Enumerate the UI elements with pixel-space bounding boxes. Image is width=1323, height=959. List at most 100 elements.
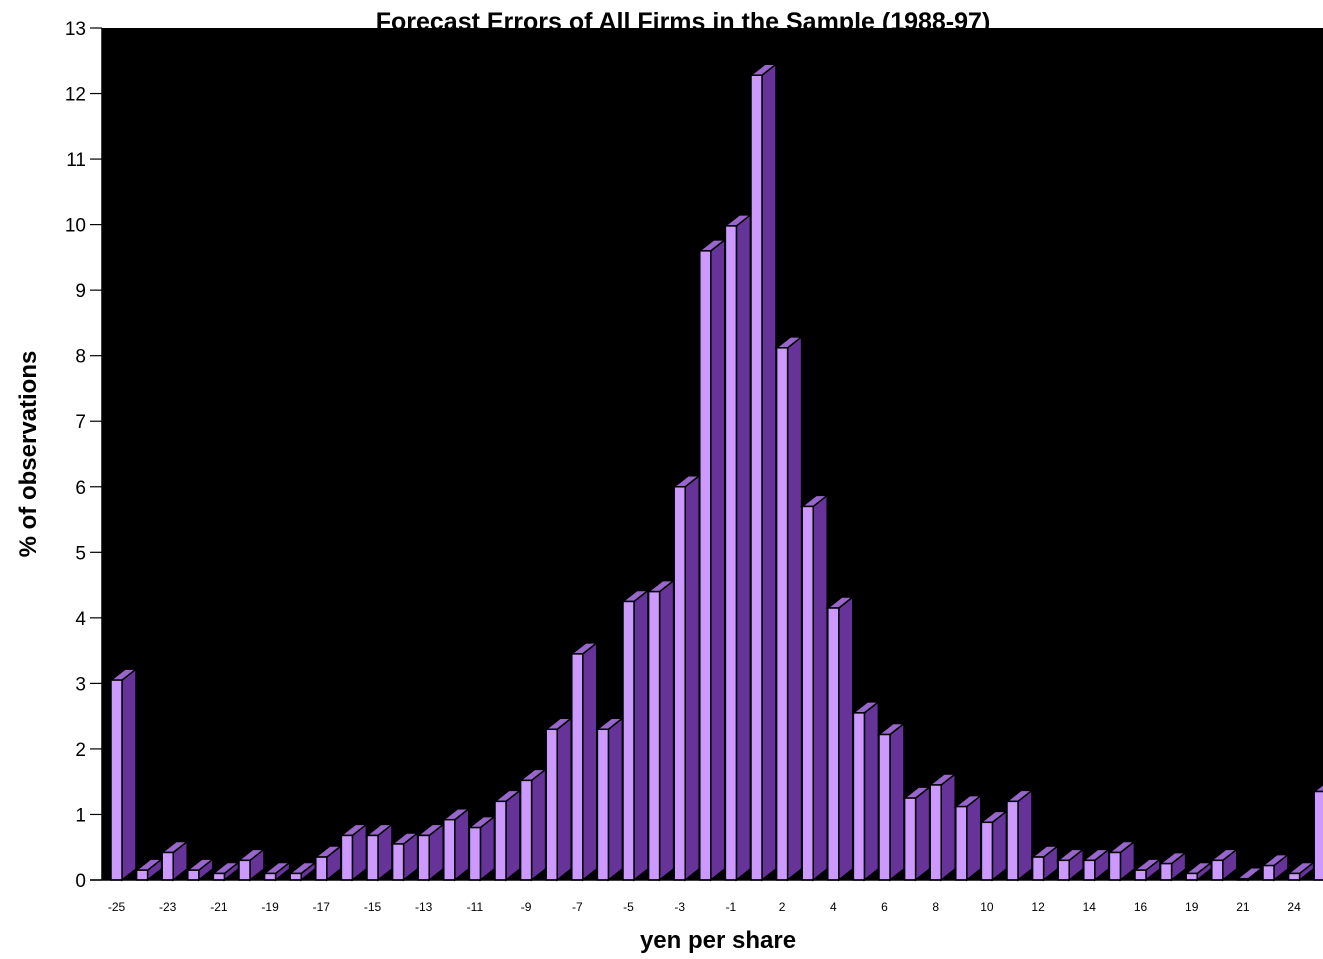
- y-tick-label: 11: [66, 150, 86, 171]
- x-tick-label: 21: [1236, 900, 1250, 914]
- bar-front-face: [724, 225, 738, 881]
- x-tick-label: -21: [210, 900, 228, 914]
- x-tick-label: 24: [1287, 900, 1301, 914]
- y-axis-label: % of observations: [15, 351, 42, 558]
- x-tick-label: 12: [1031, 900, 1045, 914]
- bar-front-face: [494, 800, 507, 881]
- y-tick-label: 13: [65, 19, 86, 40]
- bar-front-face: [289, 872, 302, 881]
- bar-front-face: [596, 728, 610, 881]
- bar-front-face: [1083, 859, 1096, 881]
- bar-front-face: [673, 486, 686, 881]
- bar: [748, 62, 779, 882]
- bar: [569, 641, 599, 882]
- bar-side-face: [761, 62, 777, 882]
- bar-front-face: [161, 851, 174, 881]
- x-tick-label: 4: [830, 900, 837, 914]
- bar-front-face: [238, 859, 251, 881]
- bar-side-face: [863, 700, 880, 882]
- bar-front-face: [545, 728, 558, 881]
- x-axis-label: yen per share: [640, 927, 796, 954]
- bar: [1260, 853, 1291, 882]
- bar: [928, 772, 958, 882]
- bar-front-face: [443, 818, 456, 881]
- bar-side-face: [1017, 788, 1033, 882]
- bar-side-face: [633, 588, 649, 882]
- bar-front-face: [1159, 862, 1173, 881]
- bar: [1158, 851, 1188, 882]
- x-tick-label: -17: [313, 900, 331, 914]
- bar-front-face: [955, 805, 968, 881]
- x-tick-label: 6: [881, 900, 888, 914]
- bar-front-face: [827, 607, 840, 881]
- x-tick-label: 14: [1083, 900, 1097, 914]
- x-tick-label: -9: [521, 900, 532, 914]
- bar-front-face: [801, 505, 814, 881]
- bar-front-face: [878, 733, 891, 881]
- bar: [723, 213, 753, 882]
- bar-front-face: [1134, 869, 1147, 881]
- bar: [1056, 847, 1086, 882]
- bar: [364, 822, 395, 882]
- y-tick-label: 5: [75, 543, 86, 564]
- y-tick-label: 7: [75, 412, 86, 433]
- bar-side-face: [121, 667, 137, 882]
- bar: [518, 767, 548, 882]
- bar-front-face: [571, 653, 584, 881]
- x-tick-label: -25: [108, 900, 126, 914]
- bar: [646, 579, 676, 882]
- bar-side-face: [914, 785, 931, 882]
- y-tick-label: 6: [75, 478, 86, 499]
- bar: [1004, 788, 1035, 882]
- bar: [390, 831, 420, 882]
- bar: [1312, 783, 1323, 881]
- x-tick-label: -1: [726, 900, 737, 914]
- bar-front-face: [852, 712, 866, 881]
- bar-front-face: [1185, 872, 1198, 881]
- y-tick-label: 8: [75, 347, 86, 368]
- x-tick-label: 8: [932, 900, 939, 914]
- bar-front-face: [1287, 872, 1301, 881]
- bar-front-face: [417, 834, 430, 881]
- bar-side-face: [454, 807, 470, 882]
- bar-front-face: [1108, 851, 1122, 881]
- bar-front-face: [622, 600, 635, 881]
- x-tick-label: -5: [623, 900, 634, 914]
- bar-side-face: [838, 595, 854, 882]
- bar: [979, 809, 1009, 882]
- bar-front-face: [775, 347, 789, 881]
- bar: [416, 822, 446, 882]
- bar-front-face: [699, 250, 712, 881]
- x-axis: -25 -23 -21 -19 -17 -15 -13 -11 -9 -7 -5 -3 -1 2 4 6 8 10…: [90, 879, 1323, 914]
- bar-side-face: [530, 767, 547, 882]
- bar-front-face: [135, 869, 149, 881]
- bar: [544, 716, 574, 882]
- y-tick-label: 1: [75, 805, 86, 826]
- x-tick-label: -23: [159, 900, 177, 914]
- bar: [953, 794, 983, 882]
- x-tick-label: 19: [1185, 900, 1199, 914]
- y-tick-label: 3: [75, 674, 86, 695]
- bar-front-face: [110, 679, 123, 881]
- bar-front-face: [1006, 800, 1019, 881]
- bar-front-face: [1262, 864, 1275, 881]
- bars-layer: [108, 62, 1323, 882]
- x-tick-label: 10: [980, 900, 994, 914]
- y-tick-label: 4: [75, 609, 86, 630]
- bar-front-face: [929, 784, 942, 881]
- bar-side-face: [786, 335, 803, 882]
- bar: [339, 822, 369, 882]
- bar: [467, 815, 497, 882]
- bar: [876, 721, 907, 882]
- bar: [851, 700, 881, 882]
- bar: [595, 716, 625, 882]
- bar: [492, 788, 523, 882]
- bar-front-face: [263, 872, 277, 881]
- bar-side-face: [582, 641, 598, 882]
- bar: [902, 785, 932, 882]
- bar-front-face: [647, 590, 661, 881]
- bar-side-face: [684, 474, 700, 882]
- bar-side-face: [505, 788, 521, 882]
- x-tick-label: -13: [415, 900, 433, 914]
